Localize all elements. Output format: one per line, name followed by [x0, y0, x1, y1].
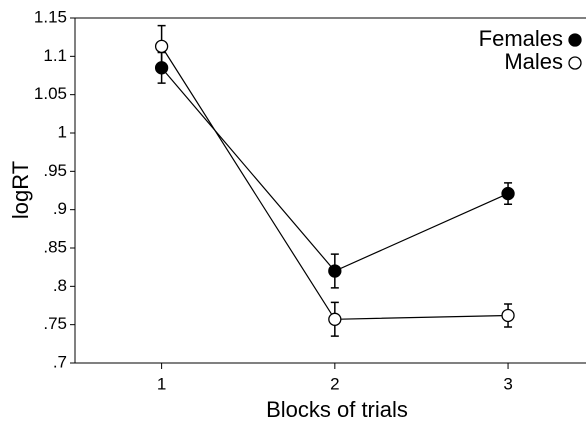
legend-label: Males — [504, 49, 563, 74]
y-tick-label: .95 — [43, 161, 67, 180]
legend-marker — [568, 33, 582, 47]
point — [328, 264, 342, 278]
y-tick-label: .85 — [43, 237, 67, 256]
legend-label: Females — [479, 26, 563, 51]
y-tick-label: 1.05 — [34, 84, 67, 103]
point — [501, 308, 515, 323]
x-tick-label: 2 — [330, 374, 339, 393]
y-tick-label: .9 — [53, 199, 67, 218]
y-axis-label: logRT — [8, 161, 33, 219]
point — [328, 312, 342, 326]
x-axis-label: Blocks of trials — [266, 397, 408, 422]
series-line — [161, 67, 509, 272]
x-tick-label: 3 — [503, 374, 512, 393]
y-tick-label: .7 — [53, 352, 67, 371]
y-tick-label: .75 — [43, 314, 67, 333]
y-tick-label: 1.15 — [34, 7, 67, 26]
y-tick-label: 1 — [58, 122, 67, 141]
legend-marker — [568, 56, 582, 70]
y-tick-label: .8 — [53, 276, 67, 295]
point — [501, 186, 515, 201]
y-tick-label: 1.1 — [43, 46, 67, 65]
point — [154, 39, 169, 54]
x-tick-label: 1 — [157, 374, 166, 393]
